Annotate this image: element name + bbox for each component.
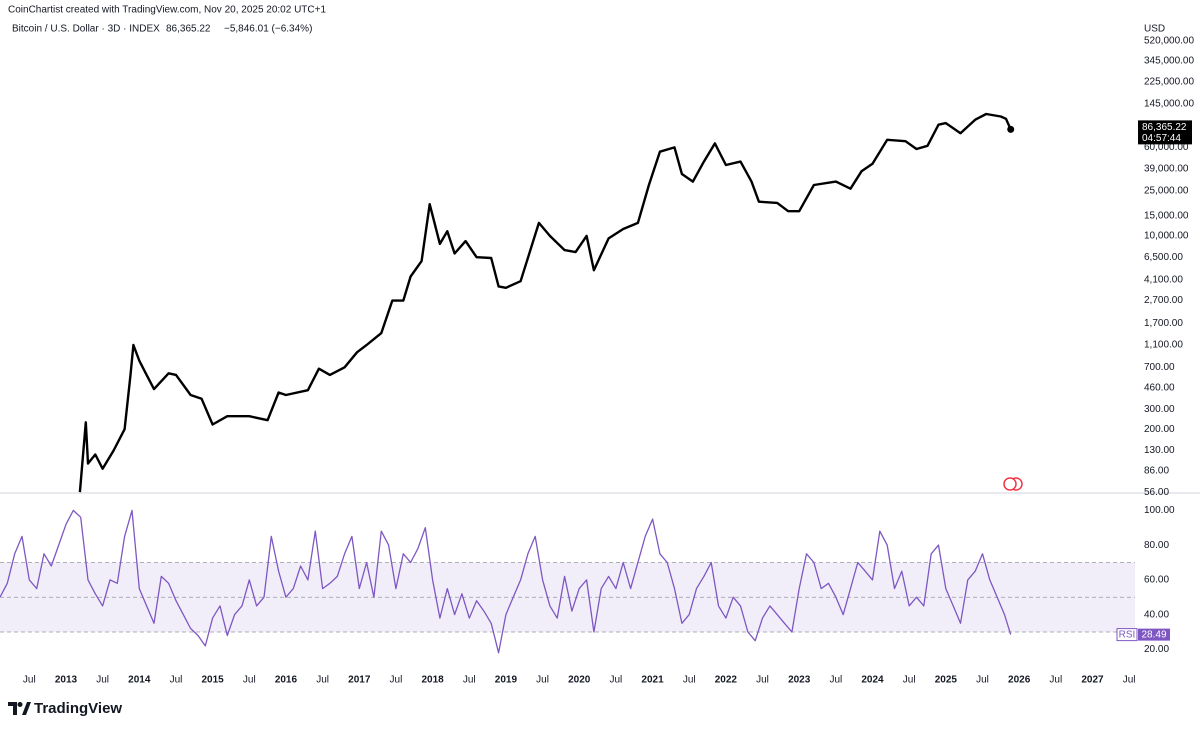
x-tick-label: Jul (96, 675, 109, 686)
x-tick-label: Jul (463, 675, 476, 686)
y-tick-label: 25,000.00 (1144, 185, 1189, 196)
rsi-value-label: 28.49 (1141, 629, 1166, 640)
x-tick-label: 2026 (1008, 675, 1031, 686)
x-tick-label: 2021 (641, 675, 664, 686)
y-tick-label: 15,000.00 (1144, 211, 1189, 222)
x-tick-label: Jul (976, 675, 989, 686)
y-tick-label: 1,700.00 (1144, 318, 1183, 329)
y-tick-label: 200.00 (1144, 424, 1175, 435)
x-tick-label: Jul (536, 675, 549, 686)
last-price-box (1138, 120, 1192, 145)
last-price-label: 86,365.22 (1142, 122, 1187, 133)
y-tick-label: 6,500.00 (1144, 252, 1183, 263)
x-tick-label: Jul (23, 675, 36, 686)
x-tick-label: Jul (170, 675, 183, 686)
y-tick-label: 86.00 (1144, 466, 1169, 477)
y-tick-label: 460.00 (1144, 383, 1175, 394)
last-price-dot (1007, 125, 1015, 133)
footer-logo (8, 702, 31, 715)
rsi-value-box (1138, 628, 1170, 641)
x-tick-label: Jul (243, 675, 256, 686)
x-tick-label: Jul (829, 675, 842, 686)
x-tick-label: Jul (609, 675, 622, 686)
x-tick-label: Jul (316, 675, 329, 686)
y-tick-label: 2,700.00 (1144, 295, 1183, 306)
credit: CoinChartist created with TradingView.co… (8, 5, 326, 16)
y-tick-label: 300.00 (1144, 404, 1175, 415)
y-tick-label: 1,100.00 (1144, 340, 1183, 351)
y-tick-label: 39,000.00 (1144, 163, 1189, 174)
y-tick-label: 100.00 (1144, 505, 1175, 516)
header-price: 86,365.22 (166, 24, 211, 35)
x-tick-label: 2023 (788, 675, 811, 686)
y-tick-label: 60.00 (1144, 575, 1169, 586)
y-tick-label: 145,000.00 (1144, 98, 1194, 109)
x-tick-label: 2014 (128, 675, 151, 686)
x-tick-label: 2022 (715, 675, 738, 686)
currency: USD (1144, 24, 1165, 35)
rsi-line (0, 509, 1012, 654)
x-tick-label: 2015 (202, 675, 225, 686)
x-tick-label: 2013 (55, 675, 78, 686)
y-tick-label: 56.00 (1144, 487, 1169, 498)
price-line (78, 112, 1012, 493)
y-tick-label: 60,000.00 (1144, 142, 1189, 153)
x-tick-label: 2017 (348, 675, 371, 686)
y-tick-label: 225,000.00 (1144, 77, 1194, 88)
x-tick-label: 2018 (421, 675, 444, 686)
y-tick-label: 345,000.00 (1144, 56, 1194, 67)
countdown: 04:57:44 (1142, 133, 1181, 144)
y-tick-label: 10,000.00 (1144, 231, 1189, 242)
events-icon (1003, 477, 1023, 491)
rsi-name: RSI (1119, 629, 1136, 640)
rsi-name-box (1116, 628, 1138, 642)
x-tick-label: 2024 (861, 675, 884, 686)
header-change: −5,846.01 (−6.34%) (224, 24, 312, 35)
x-tick-label: Jul (1123, 675, 1136, 686)
x-tick-label: 2016 (275, 675, 298, 686)
y-tick-label: 20.00 (1144, 644, 1169, 655)
y-tick-label: 40.00 (1144, 609, 1169, 620)
x-tick-label: 2025 (935, 675, 958, 686)
footer-brand: TradingView (34, 700, 122, 717)
x-tick-label: 2027 (1081, 675, 1104, 686)
y-tick-label: 700.00 (1144, 362, 1175, 373)
y-tick-label: 520,000.00 (1144, 35, 1194, 46)
symbol: Bitcoin / U.S. Dollar · 3D · INDEX (12, 24, 160, 35)
x-tick-label: Jul (1049, 675, 1062, 686)
x-tick-label: 2020 (568, 675, 591, 686)
y-tick-label: 80.00 (1144, 540, 1169, 551)
y-tick-label: 4,100.00 (1144, 275, 1183, 286)
x-tick-label: Jul (756, 675, 769, 686)
x-tick-label: 2019 (495, 675, 518, 686)
x-tick-label: Jul (683, 675, 696, 686)
x-tick-label: Jul (903, 675, 916, 686)
y-tick-label: 130.00 (1144, 445, 1175, 456)
x-tick-label: Jul (390, 675, 403, 686)
